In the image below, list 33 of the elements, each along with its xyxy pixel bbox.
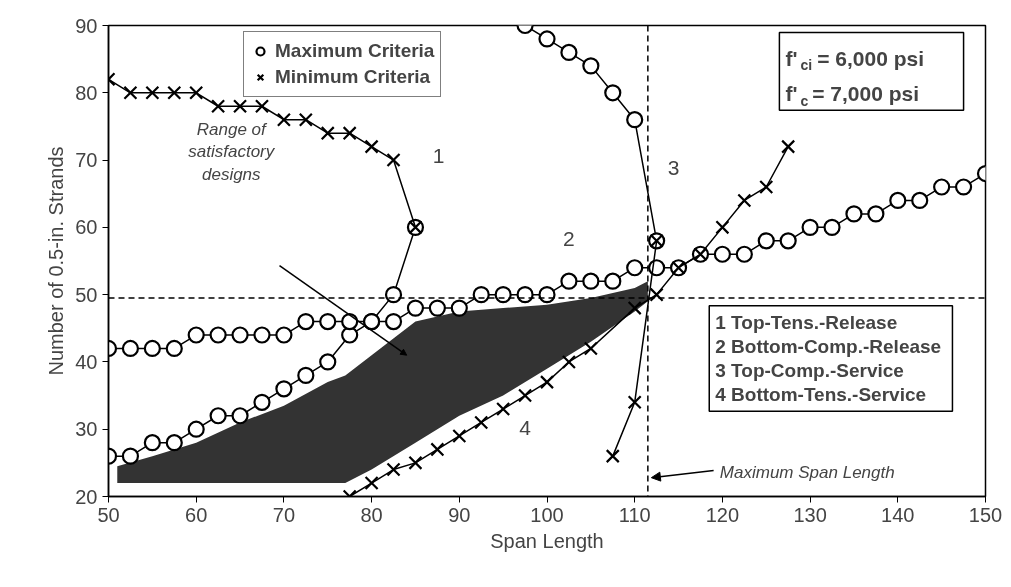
x-tick-label: 140: [881, 503, 915, 526]
y-tick-label: 50: [75, 283, 98, 306]
annotation: Range of satisfactory designs: [188, 119, 276, 185]
x-tick-label: 120: [705, 503, 740, 526]
legend-label: Minimum Criteria: [275, 65, 431, 89]
annotation: 1 Top-Tens.-Release: [715, 311, 898, 333]
x-tick-label: 150: [968, 503, 1003, 526]
y-tick-label: 20: [75, 485, 98, 508]
y-tick-label: 30: [75, 418, 98, 441]
x-tick-label: 110: [618, 503, 651, 526]
x-tick-label: 90: [448, 503, 471, 526]
ref-line-label: Maximum Span Length: [719, 463, 895, 483]
annotation: 4: [519, 415, 532, 439]
x-tick-label: 80: [360, 503, 383, 526]
x-tick-label: 70: [272, 503, 296, 526]
annotation: 2 Bottom-Comp.-Release: [715, 335, 942, 357]
annotation: 3 Top-Comp.-Service: [715, 360, 904, 382]
y-tick-label: 60: [75, 216, 98, 239]
annotation: 2: [563, 227, 575, 251]
x-tick-label: 60: [185, 503, 208, 526]
x-tick-label: 50: [97, 503, 120, 526]
annotation: 1: [432, 143, 445, 167]
y-axis-title: Number of 0.5-in. Strands: [45, 146, 68, 376]
y-tick-label: 40: [75, 350, 98, 373]
annotation: 4 Bottom-Tens.-Service: [715, 384, 927, 406]
x-tick-label: 100: [530, 503, 564, 526]
y-tick-label: 90: [75, 14, 98, 37]
y-tick-label: 80: [75, 81, 98, 104]
annotation: 3: [667, 156, 680, 180]
y-tick-label: 70: [75, 149, 98, 172]
legend-label: Maximum Criteria: [275, 39, 435, 63]
x-axis-title: Span Length: [490, 529, 604, 552]
x-tick-label: 130: [793, 503, 827, 526]
